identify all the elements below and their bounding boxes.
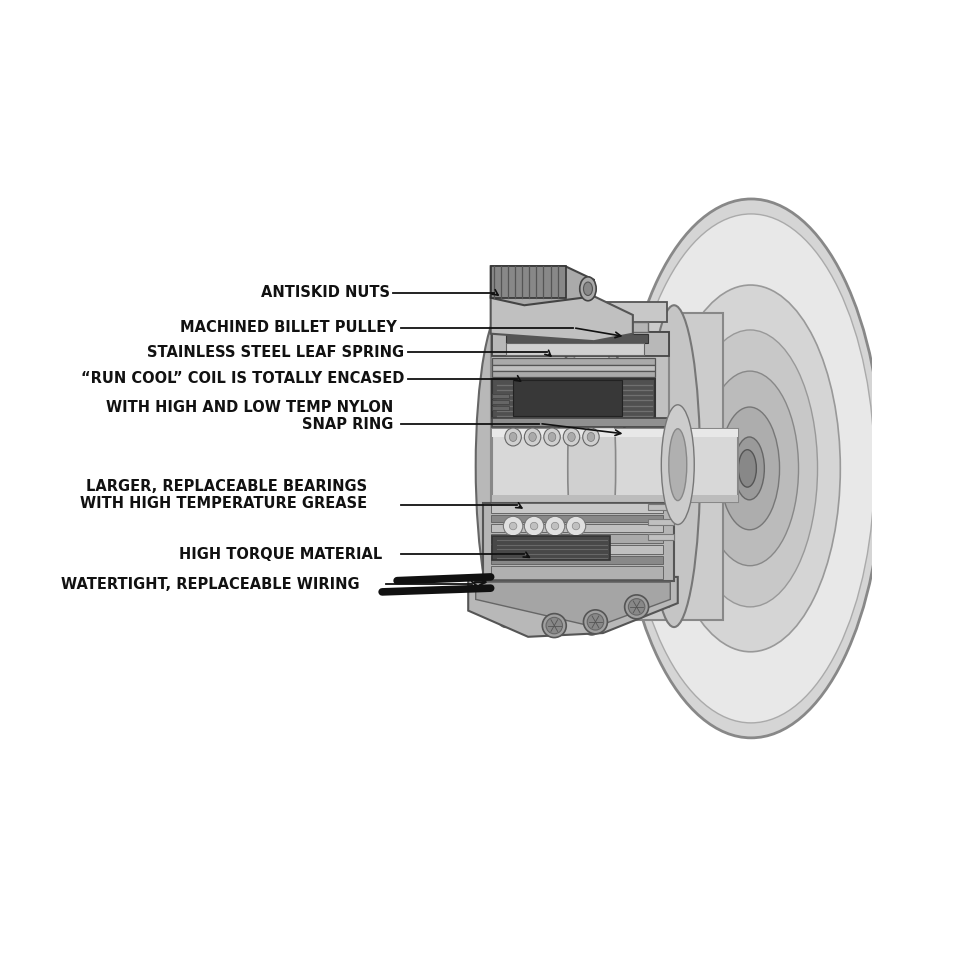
Polygon shape xyxy=(492,371,655,377)
Ellipse shape xyxy=(628,599,644,615)
Polygon shape xyxy=(492,536,610,560)
Ellipse shape xyxy=(669,429,687,501)
Text: LARGER, REPLACEABLE BEARINGS
WITH HIGH TEMPERATURE GREASE: LARGER, REPLACEABLE BEARINGS WITH HIGH T… xyxy=(80,479,367,511)
Ellipse shape xyxy=(548,433,556,441)
Polygon shape xyxy=(492,365,655,371)
Text: STAINLESS STEEL LEAF SPRING: STAINLESS STEEL LEAF SPRING xyxy=(148,345,404,360)
Ellipse shape xyxy=(583,282,593,295)
Ellipse shape xyxy=(543,428,560,446)
Polygon shape xyxy=(491,566,663,579)
Circle shape xyxy=(545,516,565,536)
Polygon shape xyxy=(492,418,671,428)
Polygon shape xyxy=(492,430,738,503)
Polygon shape xyxy=(505,313,723,619)
Ellipse shape xyxy=(739,450,756,487)
Text: WATERTIGHT, REPLACEABLE WIRING: WATERTIGHT, REPLACEABLE WIRING xyxy=(61,577,360,592)
Ellipse shape xyxy=(583,428,599,446)
Ellipse shape xyxy=(546,617,563,634)
Ellipse shape xyxy=(583,609,608,634)
Polygon shape xyxy=(483,503,674,580)
Polygon shape xyxy=(505,323,647,332)
Ellipse shape xyxy=(475,305,536,627)
Polygon shape xyxy=(491,266,594,305)
Circle shape xyxy=(503,516,523,536)
Ellipse shape xyxy=(587,613,604,630)
Polygon shape xyxy=(491,524,663,532)
Ellipse shape xyxy=(587,433,595,441)
Ellipse shape xyxy=(661,404,694,525)
Polygon shape xyxy=(491,503,663,513)
Polygon shape xyxy=(491,332,669,607)
Ellipse shape xyxy=(648,305,700,627)
Ellipse shape xyxy=(628,214,875,723)
Polygon shape xyxy=(647,518,674,525)
Polygon shape xyxy=(492,495,738,503)
Circle shape xyxy=(567,516,586,536)
Ellipse shape xyxy=(579,277,596,300)
Polygon shape xyxy=(491,266,566,297)
Ellipse shape xyxy=(568,309,615,623)
Ellipse shape xyxy=(542,613,567,638)
Ellipse shape xyxy=(682,330,817,607)
Polygon shape xyxy=(647,503,674,509)
Ellipse shape xyxy=(558,297,625,635)
Ellipse shape xyxy=(620,199,883,738)
Polygon shape xyxy=(491,535,663,543)
Polygon shape xyxy=(469,577,677,637)
Ellipse shape xyxy=(509,433,517,441)
Polygon shape xyxy=(513,380,622,416)
Ellipse shape xyxy=(568,433,575,441)
Polygon shape xyxy=(492,394,509,399)
Ellipse shape xyxy=(701,371,799,566)
Polygon shape xyxy=(491,296,633,341)
Ellipse shape xyxy=(719,407,780,530)
Ellipse shape xyxy=(524,428,540,446)
Polygon shape xyxy=(492,405,509,410)
Text: WITH HIGH AND LOW TEMP NYLON
SNAP RING: WITH HIGH AND LOW TEMP NYLON SNAP RING xyxy=(106,400,394,432)
Circle shape xyxy=(551,522,559,530)
Polygon shape xyxy=(491,544,663,554)
Ellipse shape xyxy=(735,437,764,500)
Polygon shape xyxy=(492,430,738,437)
Circle shape xyxy=(524,516,543,536)
Ellipse shape xyxy=(504,428,521,446)
Polygon shape xyxy=(492,378,655,418)
Circle shape xyxy=(531,522,538,530)
Polygon shape xyxy=(491,515,663,522)
Polygon shape xyxy=(647,534,674,539)
Text: HIGH TORQUE MATERIAL: HIGH TORQUE MATERIAL xyxy=(179,547,382,562)
Ellipse shape xyxy=(661,285,841,652)
Polygon shape xyxy=(492,302,667,323)
Polygon shape xyxy=(475,582,671,627)
Text: “RUN COOL” COIL IS TOTALLY ENCASED: “RUN COOL” COIL IS TOTALLY ENCASED xyxy=(82,371,404,386)
Polygon shape xyxy=(492,399,509,404)
Polygon shape xyxy=(492,358,655,365)
Ellipse shape xyxy=(529,433,537,441)
Text: ANTISKID NUTS: ANTISKID NUTS xyxy=(260,285,390,300)
Polygon shape xyxy=(492,332,669,356)
Text: MACHINED BILLET PULLEY: MACHINED BILLET PULLEY xyxy=(181,320,398,335)
Ellipse shape xyxy=(625,595,648,619)
Polygon shape xyxy=(505,343,644,355)
Circle shape xyxy=(509,522,517,530)
Polygon shape xyxy=(491,556,663,564)
Circle shape xyxy=(573,522,579,530)
Polygon shape xyxy=(505,333,647,343)
Ellipse shape xyxy=(563,428,579,446)
